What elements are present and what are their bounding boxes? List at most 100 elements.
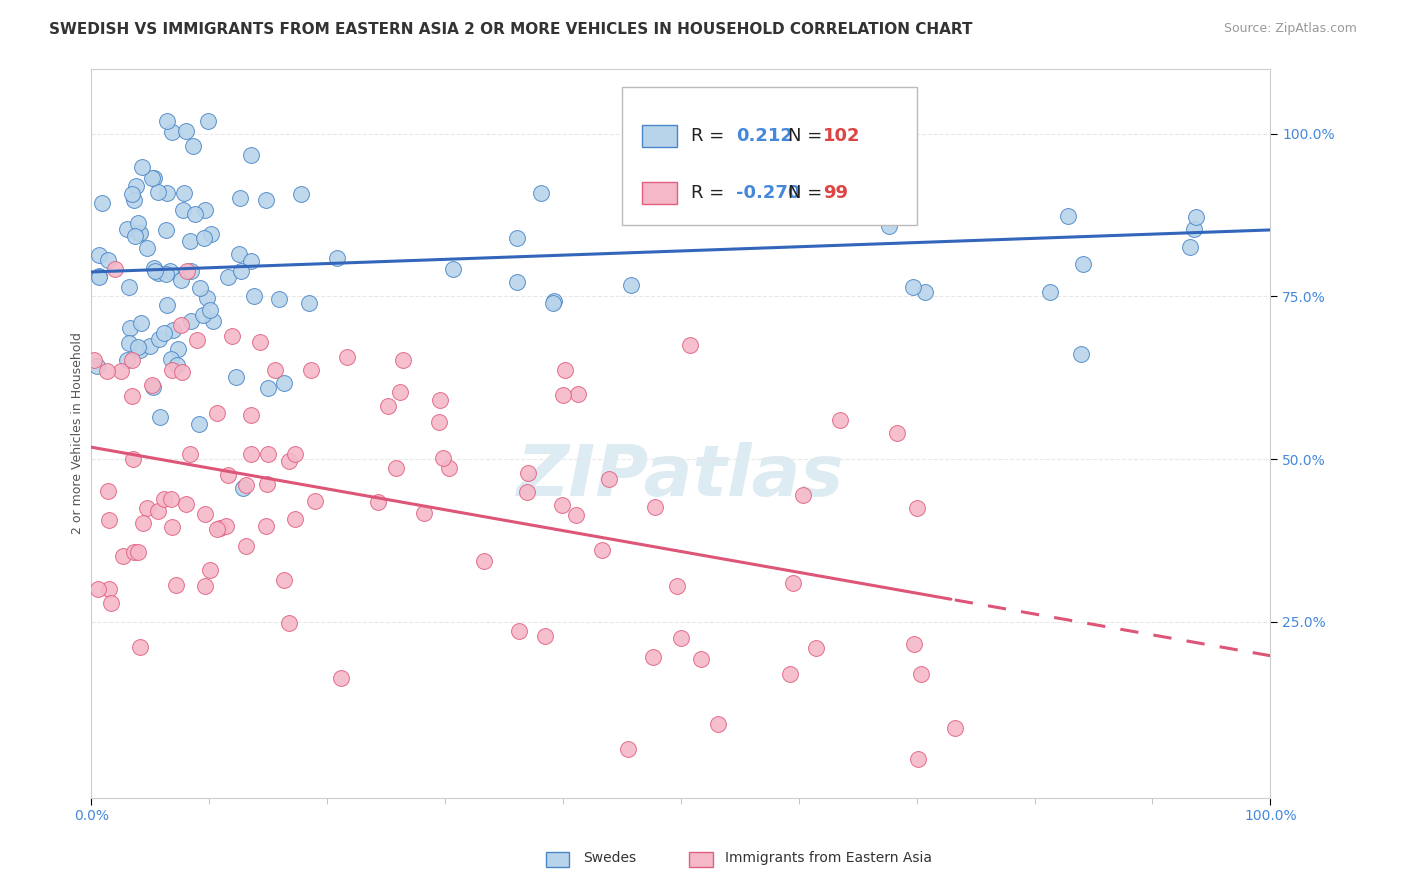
Point [162,125,184,139]
Point [472,554,495,568]
Point [125,179,148,194]
Point [174,497,197,511]
Point [153,326,176,340]
Point [943,721,966,735]
Point [543,294,565,309]
Point [98,582,121,597]
Point [901,279,924,293]
Point [1070,347,1092,361]
Point [115,353,138,368]
Point [229,264,252,278]
Point [129,343,152,357]
Point [551,499,574,513]
Point [530,186,553,200]
Point [273,376,295,391]
Point [159,352,181,367]
Point [180,264,202,278]
Point [217,270,239,285]
Point [1057,209,1080,223]
Point [508,624,530,638]
Point [83,353,105,368]
Point [136,500,159,515]
FancyBboxPatch shape [621,87,917,226]
Point [232,481,254,495]
Text: N =: N = [787,184,823,202]
Point [228,247,250,261]
Point [1182,222,1205,236]
Point [707,717,730,731]
Point [128,640,150,654]
Point [124,229,146,244]
Point [1185,210,1208,224]
Point [143,264,166,278]
Point [553,388,575,402]
Point [277,454,299,468]
Point [156,298,179,312]
Point [156,186,179,200]
Point [184,206,207,220]
Point [170,318,193,332]
Point [136,241,159,255]
Point [188,417,211,432]
Point [273,573,295,587]
Point [127,545,149,559]
Point [229,191,252,205]
Point [129,226,152,240]
Point [437,460,460,475]
Point [86,582,108,596]
Point [516,484,538,499]
Point [249,334,271,349]
Point [506,231,529,245]
Point [591,543,613,558]
Text: ZIPatlas: ZIPatlas [517,442,845,511]
Point [115,221,138,235]
Point [153,491,176,506]
Point [804,640,827,655]
Point [385,460,408,475]
Point [284,511,307,525]
Point [534,629,557,643]
Point [910,666,932,681]
Point [429,392,451,407]
Point [567,386,589,401]
Point [186,333,208,347]
Point [264,363,287,377]
Point [256,477,278,491]
Point [197,113,219,128]
Point [679,338,702,352]
Point [176,263,198,277]
Point [194,203,217,218]
Point [598,472,620,486]
Text: Source: ZipAtlas.com: Source: ZipAtlas.com [1223,22,1357,36]
Point [217,467,239,482]
Point [146,266,169,280]
Point [257,447,280,461]
Point [669,632,692,646]
Point [392,353,415,368]
Point [97,252,120,267]
Point [122,452,145,467]
Point [907,751,929,765]
Point [427,415,450,429]
Point [121,352,143,367]
Point [100,596,122,610]
Point [146,504,169,518]
Text: R =: R = [692,128,730,145]
Point [127,340,149,354]
Point [179,447,201,461]
Point [149,409,172,424]
Point [644,500,666,515]
Point [201,314,224,328]
Y-axis label: 2 or more Vehicles in Household: 2 or more Vehicles in Household [72,332,84,534]
Point [188,281,211,295]
Point [121,389,143,403]
Point [141,171,163,186]
Point [142,380,165,394]
Point [132,516,155,530]
Point [87,248,110,262]
Point [782,575,804,590]
Point [1180,240,1202,254]
Point [792,488,814,502]
Point [97,513,120,527]
Point [689,652,711,666]
